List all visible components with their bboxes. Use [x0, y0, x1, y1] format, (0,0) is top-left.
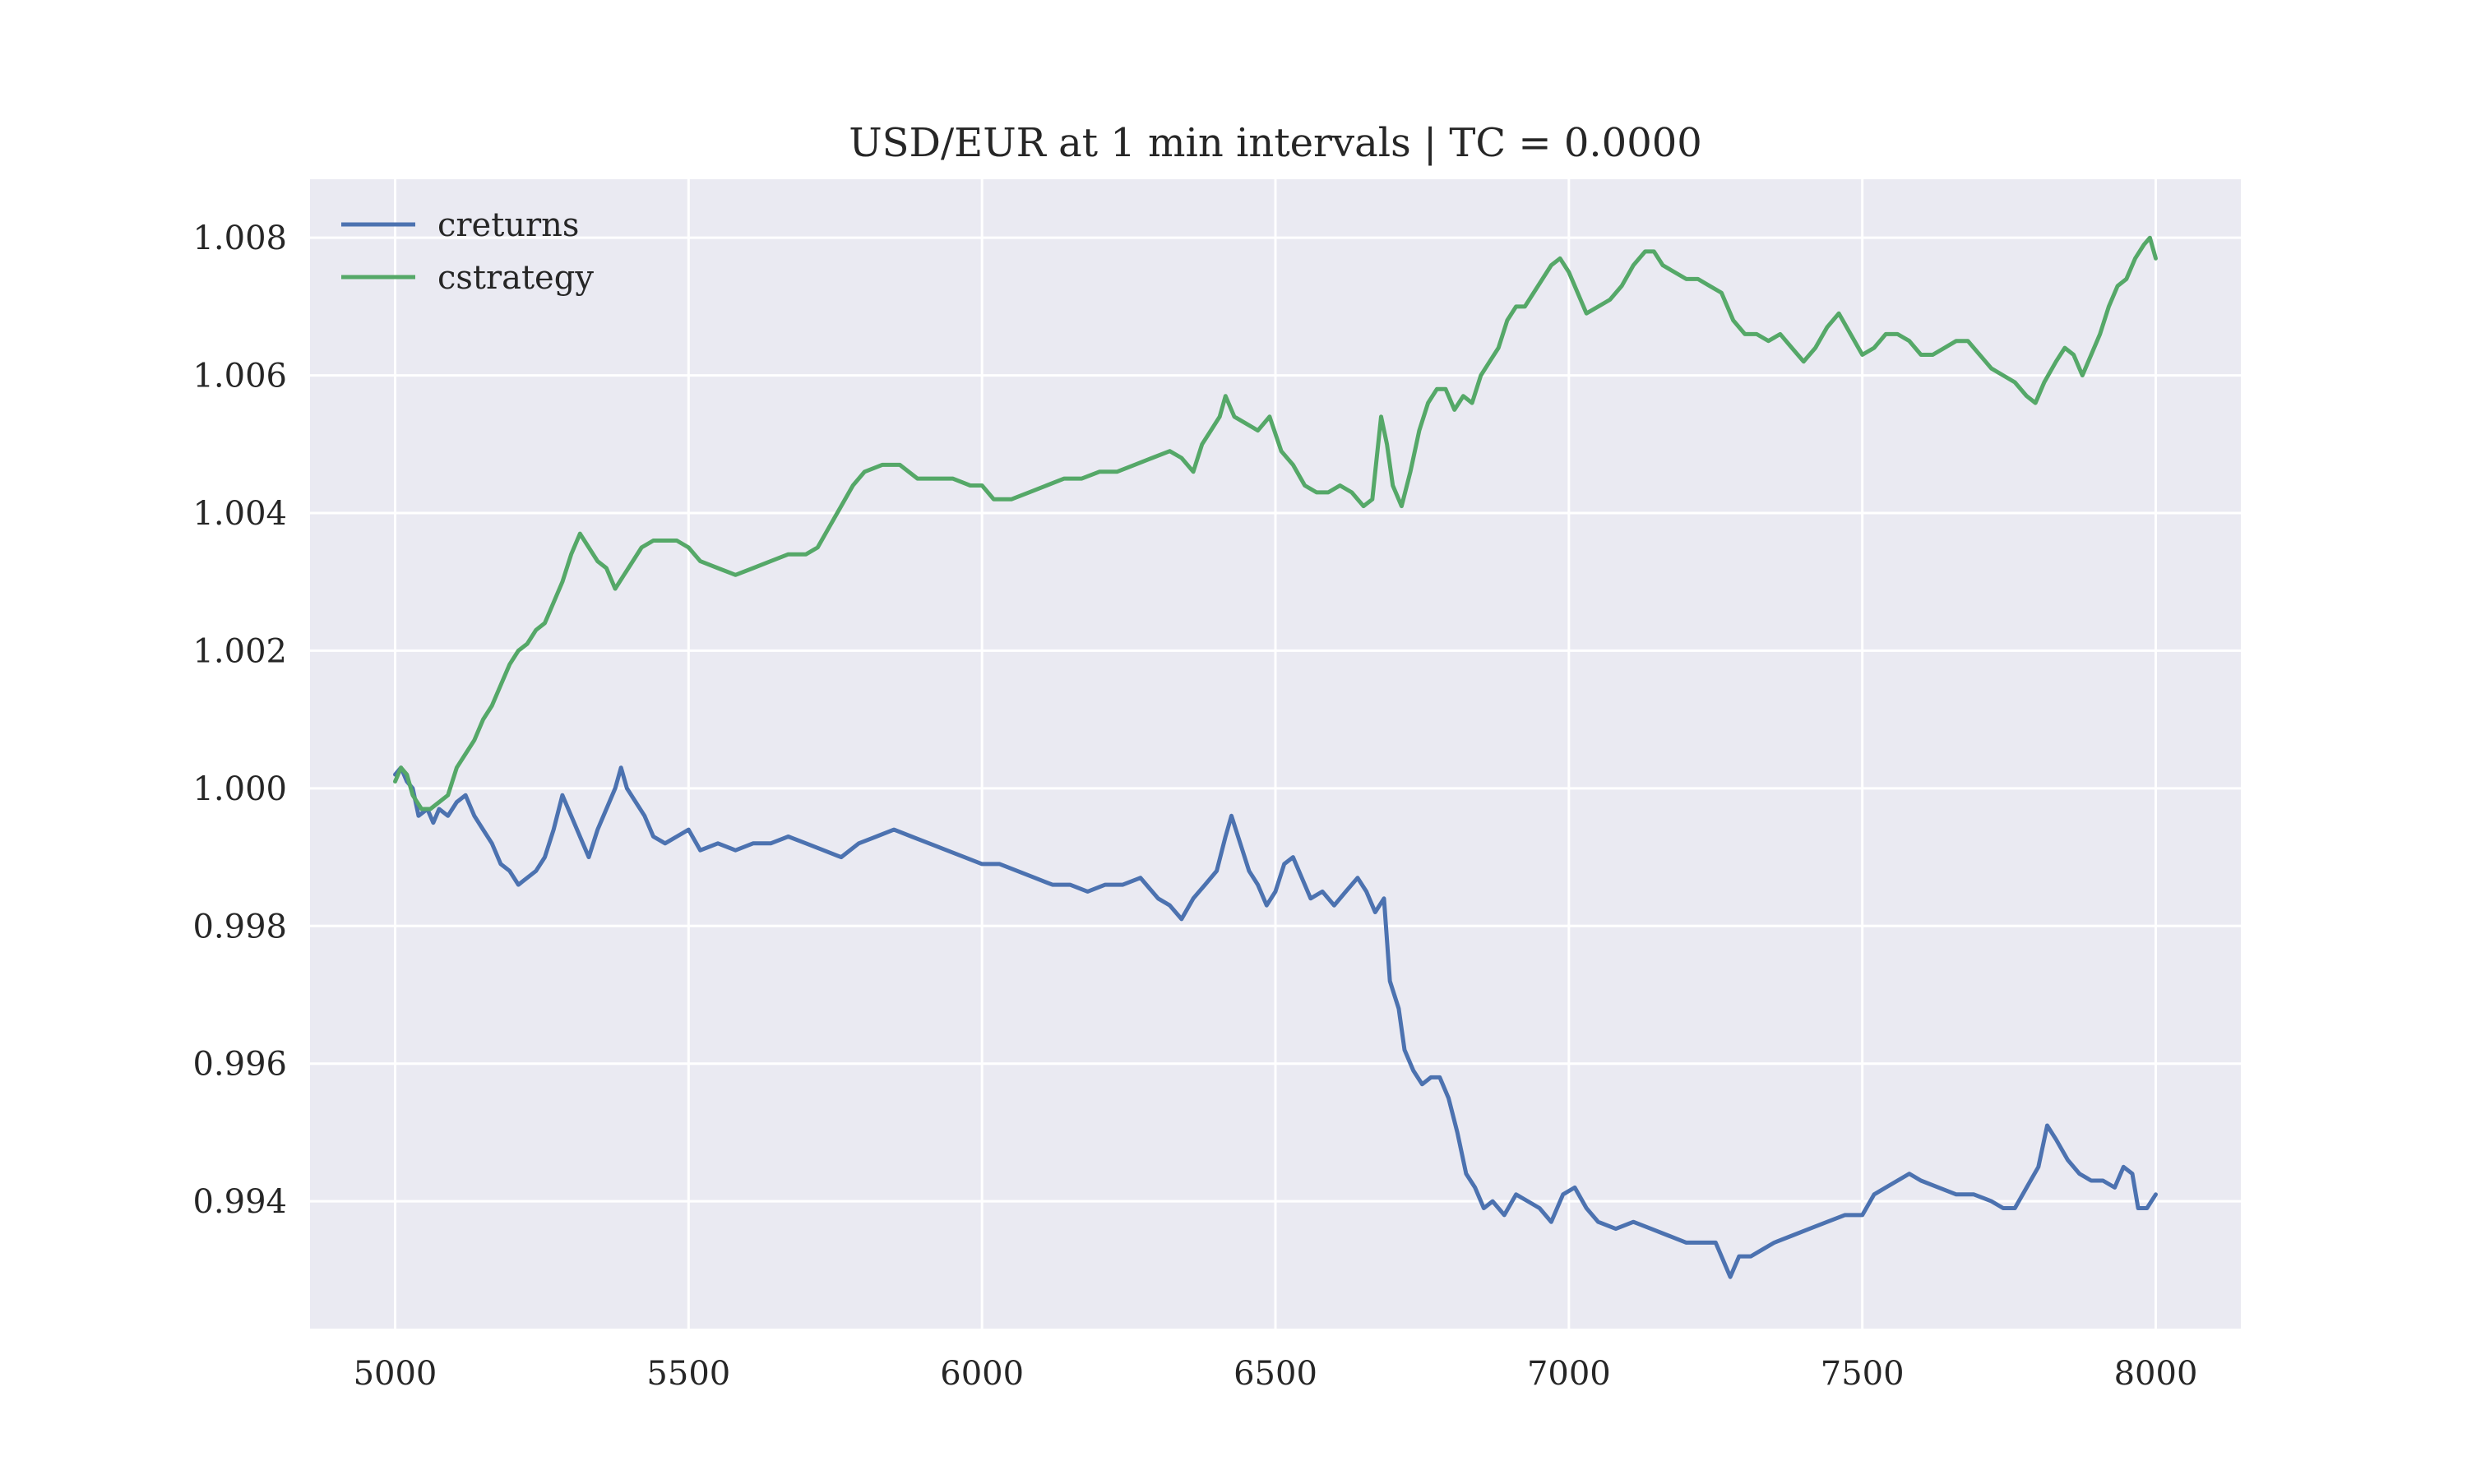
legend-label-creturns: creturns — [437, 206, 579, 244]
y-tick-label: 1.008 — [192, 220, 287, 257]
grid-lines — [310, 179, 2241, 1329]
y-tick-label: 0.994 — [192, 1183, 287, 1221]
y-tick-label: 0.998 — [192, 908, 287, 945]
series-line-creturns — [393, 765, 2158, 1279]
x-tick-label: 5500 — [646, 1355, 730, 1393]
y-tick-label: 0.996 — [192, 1046, 287, 1084]
x-tick-label: 7500 — [1821, 1355, 1905, 1393]
y-tick-label: 1.000 — [192, 770, 287, 808]
y-tick-label: 1.002 — [192, 632, 287, 670]
chart-title: USD/EUR at 1 min intervals | TC = 0.0000 — [849, 120, 1702, 166]
y-tick-label: 1.004 — [192, 495, 287, 533]
x-tick-label: 6500 — [1234, 1355, 1317, 1393]
x-tick-label: 7000 — [1527, 1355, 1611, 1393]
series-line-cstrategy — [393, 235, 2158, 811]
legend-label-cstrategy: cstrategy — [437, 259, 594, 297]
y-tick-label: 1.006 — [192, 358, 287, 395]
legend: creturns cstrategy — [341, 206, 594, 297]
tick-labels: 5000 5500 6000 6500 7000 7500 8000 0.994 0.996 0.… — [192, 220, 2197, 1393]
x-tick-label: 5000 — [354, 1355, 437, 1393]
series-layer — [393, 235, 2158, 1279]
x-tick-label: 8000 — [2114, 1355, 2198, 1393]
x-tick-label: 6000 — [940, 1355, 1024, 1393]
